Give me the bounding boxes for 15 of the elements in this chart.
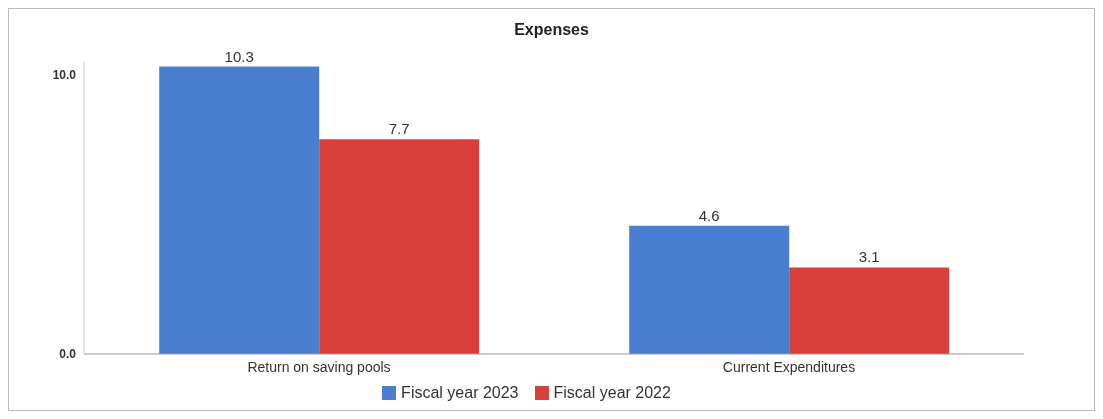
data-label: 10.3 (224, 47, 254, 65)
x-tick-label: Current Expenditures (722, 358, 856, 375)
bar (319, 139, 480, 354)
data-label: 7.7 (388, 120, 410, 138)
chart-title: Expenses (513, 21, 590, 39)
data-label: 3.1 (858, 248, 880, 266)
bar (629, 225, 790, 354)
data-label: 4.6 (698, 206, 720, 224)
legend-label: Fiscal year 2023 (400, 384, 519, 402)
x-tick-label: Return on saving pools (247, 358, 391, 375)
bar (159, 66, 320, 354)
legend-label: Fiscal year 2022 (552, 384, 671, 402)
bar (789, 267, 950, 354)
y-tick-label: 10.0 (52, 68, 77, 83)
y-tick-label: 0.0 (59, 347, 77, 362)
